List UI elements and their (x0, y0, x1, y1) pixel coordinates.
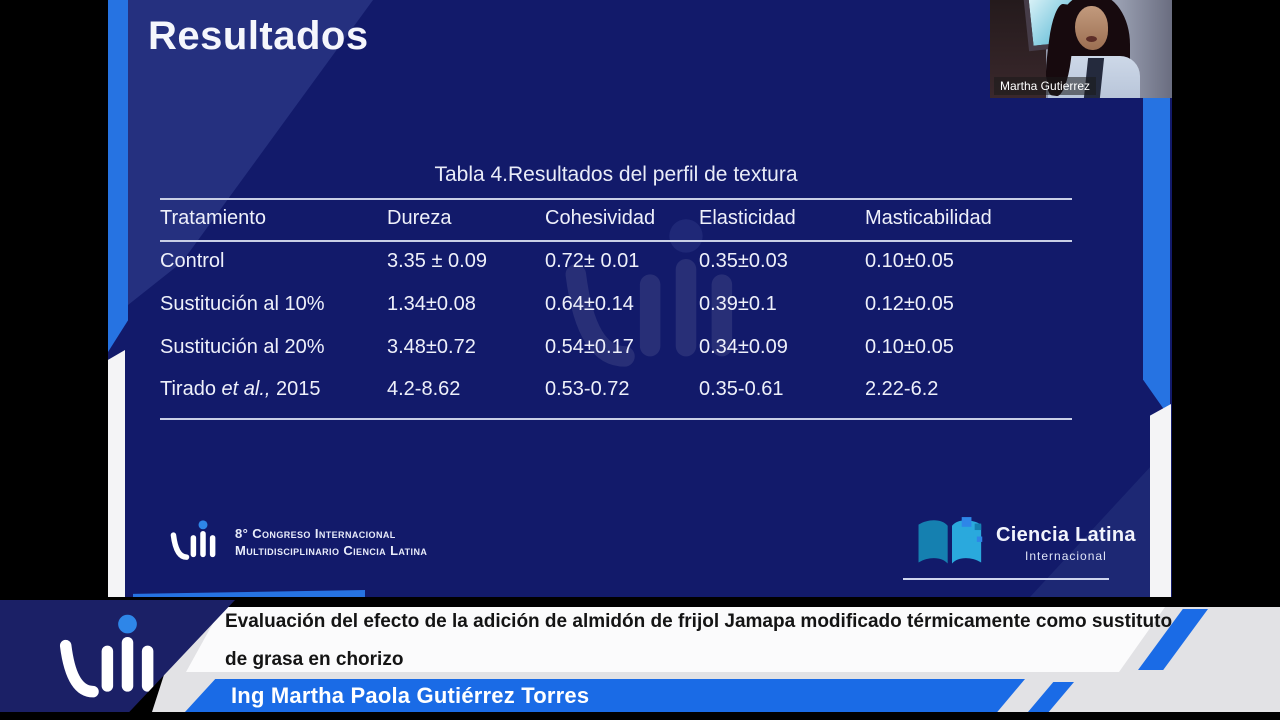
viii-logo-icon (170, 520, 216, 560)
cell-cohesividad: 0.72± 0.01 (545, 250, 640, 272)
ciencia-latina-logo: Ciencia Latina Internacional (914, 516, 1136, 570)
cell-dureza: 3.48±0.72 (387, 336, 476, 358)
webcam-person-face (1075, 6, 1108, 50)
slide-right-blue-strip (1143, 98, 1170, 418)
header-tratamiento: Tratamiento (160, 207, 266, 229)
table-row: Tirado et al., 2015 4.2-8.62 0.53-0.72 0… (160, 378, 1072, 401)
cell-elasticidad: 0.35±0.03 (699, 250, 788, 272)
cell-masticabilidad: 2.22-6.2 (865, 378, 939, 400)
congress-line1: 8° Congreso Internacional (235, 526, 396, 541)
table-row: Sustitución al 10% 1.34±0.08 0.64±0.14 0… (160, 293, 1072, 316)
slide-bottom-blue-accent (133, 590, 365, 597)
ciencia-latina-underline (903, 578, 1109, 580)
slide-left-white-strip (108, 350, 125, 597)
row-label: Sustitución al 10% (160, 293, 325, 315)
banner-title-band (186, 607, 1165, 672)
cell-cohesividad: 0.54±0.17 (545, 336, 634, 358)
cell-masticabilidad: 0.12±0.05 (865, 293, 954, 315)
table-row: Control 3.35 ± 0.09 0.72± 0.01 0.35±0.03… (160, 250, 1072, 273)
presenter-name-bar: Ing Martha Paola Gutiérrez Torres (185, 679, 1025, 712)
cell-dureza: 3.35 ± 0.09 (387, 250, 487, 272)
header-dureza: Dureza (387, 207, 452, 229)
header-cohesividad: Cohesividad (545, 207, 656, 229)
ciencia-latina-subtitle: Internacional (1025, 549, 1107, 563)
row-label: Control (160, 250, 225, 272)
table-header-row: Tratamiento Dureza Cohesividad Elasticid… (160, 207, 1072, 230)
cell-elasticidad: 0.35-0.61 (699, 378, 784, 400)
table-header-rule (160, 240, 1072, 242)
presentation-title-line1: Evaluación del efecto de la adición de a… (225, 611, 1173, 632)
ciencia-latina-text: Ciencia Latina Internacional (996, 524, 1136, 563)
congress-logo: 8° Congreso Internacional Multidisciplin… (170, 520, 427, 564)
viii-watermark-icon (565, 219, 733, 367)
presentation-title-line2: de grasa en chorizo (225, 649, 404, 670)
cell-elasticidad: 0.39±0.1 (699, 293, 777, 315)
table-caption: Tabla 4.Resultados del perfil de textura (434, 163, 798, 186)
open-book-icon (918, 517, 983, 564)
webcam-name-label: Martha Gutierrez (994, 77, 1097, 95)
viii-logo-icon (59, 614, 154, 698)
cell-elasticidad: 0.34±0.09 (699, 336, 788, 358)
presentation-title: Evaluación del efecto de la adición de a… (225, 610, 1172, 672)
cell-dureza: 1.34±0.08 (387, 293, 476, 315)
webcam-video-tile: Martha Gutierrez (990, 0, 1172, 98)
texture-profile-table: Tratamiento Dureza Cohesividad Elasticid… (160, 198, 1072, 422)
header-elasticidad: Elasticidad (699, 207, 796, 229)
cell-masticabilidad: 0.10±0.05 (865, 250, 954, 272)
table-top-rule (160, 198, 1072, 200)
webcam-person-mouth (1086, 36, 1097, 42)
cell-cohesividad: 0.53-0.72 (545, 378, 630, 400)
cell-cohesividad: 0.64±0.14 (545, 293, 634, 315)
cell-dureza: 4.2-8.62 (387, 378, 461, 400)
congress-line2: Multidisciplinario Ciencia Latina (235, 543, 428, 558)
slide-title: Resultados (148, 14, 369, 58)
table-row: Sustitución al 20% 3.48±0.72 0.54±0.17 0… (160, 336, 1072, 359)
slide-left-blue-strip (108, 0, 128, 352)
presentation-slide: Resultados Tabla 4.Resultados del perfil… (108, 0, 1172, 597)
row-label: Sustitución al 20% (160, 336, 325, 358)
row-label: Tirado et al., 2015 (160, 378, 321, 400)
table-bottom-rule (160, 418, 1072, 420)
cell-masticabilidad: 0.10±0.05 (865, 336, 954, 358)
slide-right-white-strip (1150, 404, 1171, 597)
congress-logo-text: 8° Congreso Internacional Multidisciplin… (235, 525, 427, 559)
header-masticabilidad: Masticabilidad (865, 207, 992, 229)
presenter-name: Ing Martha Paola Gutiérrez Torres (231, 683, 590, 708)
lower-third-banner: Evaluación del efecto de la adición de a… (0, 597, 1280, 720)
ciencia-latina-name: Ciencia Latina (996, 524, 1136, 546)
